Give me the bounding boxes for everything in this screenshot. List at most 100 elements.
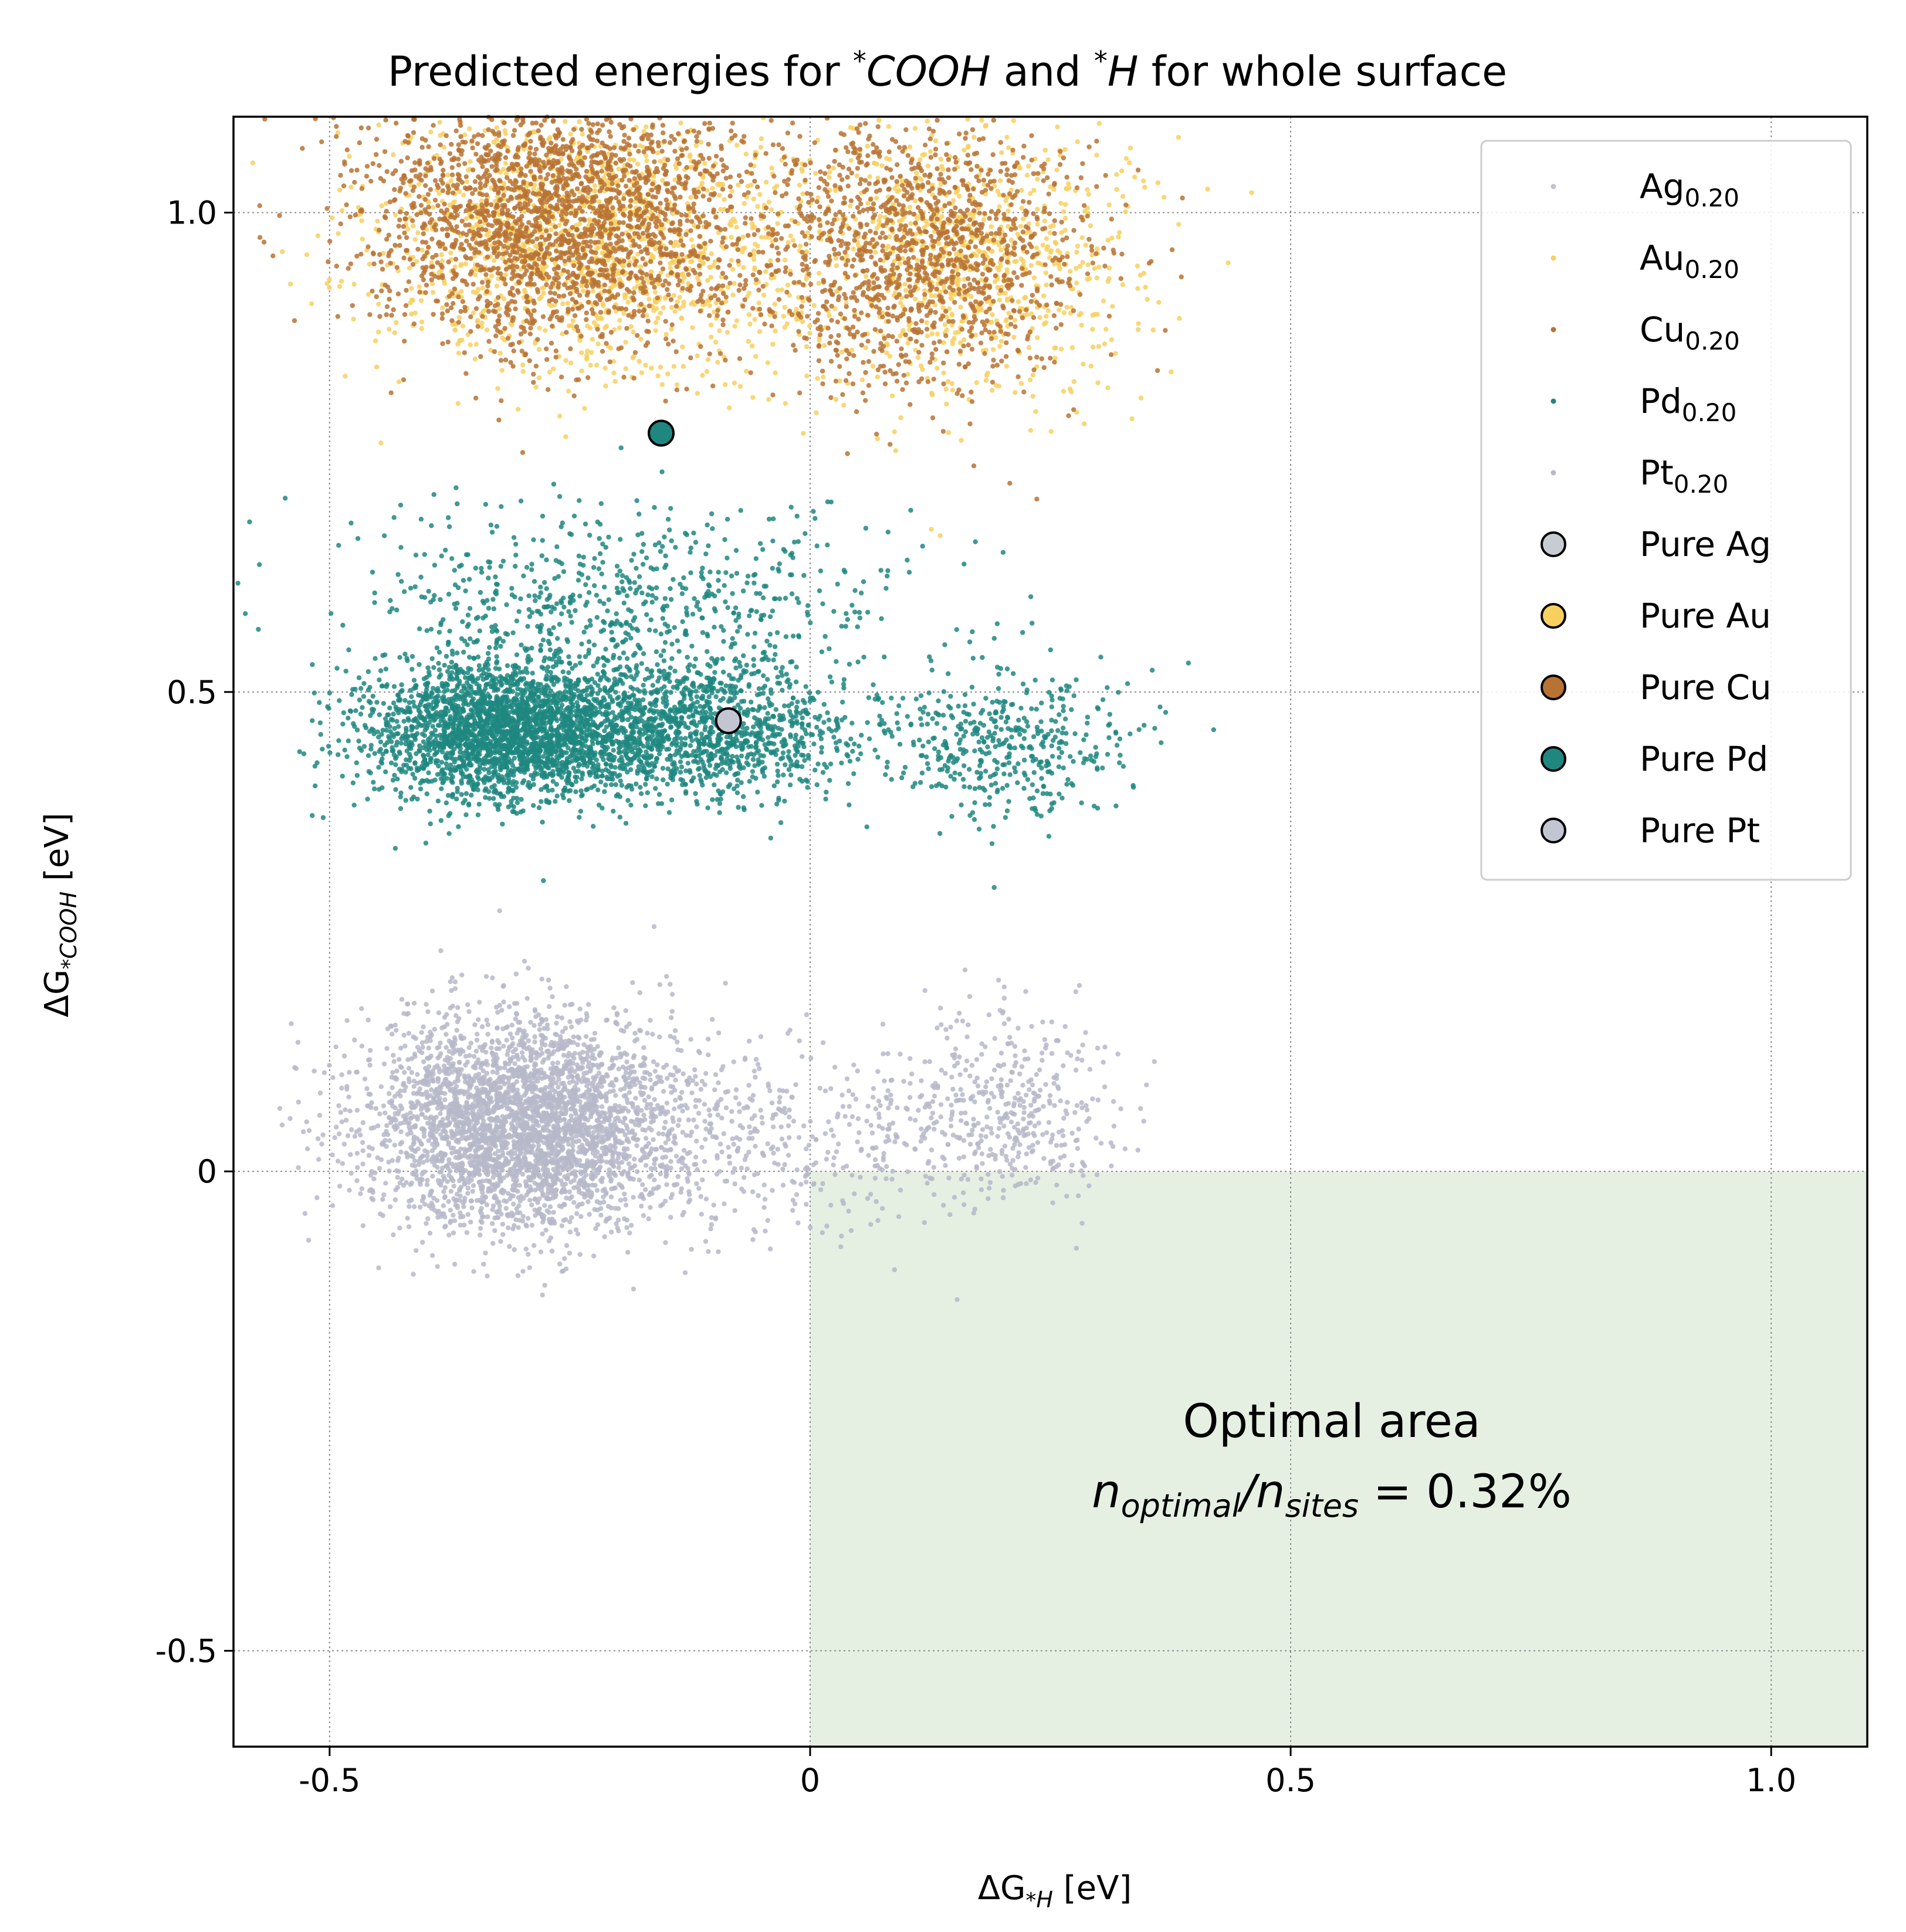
data-point: [475, 318, 480, 323]
data-point: [773, 238, 778, 242]
data-point: [534, 263, 539, 267]
data-point: [950, 381, 954, 386]
data-point: [800, 169, 804, 174]
data-point: [1048, 356, 1052, 361]
data-point: [776, 143, 781, 147]
data-point: [508, 232, 513, 236]
data-point: [742, 134, 746, 138]
data-point: [417, 158, 422, 163]
data-point: [424, 240, 428, 245]
data-point: [615, 292, 620, 297]
data-point: [459, 309, 463, 314]
data-point: [498, 272, 503, 276]
data-point: [539, 123, 543, 127]
data-point: [486, 309, 491, 314]
data-point: [725, 330, 730, 335]
data-point: [513, 219, 517, 224]
data-point: [666, 293, 671, 297]
data-point: [676, 259, 681, 263]
data-point: [695, 299, 700, 304]
data-point: [396, 292, 401, 296]
data-point: [397, 243, 402, 248]
data-point: [517, 194, 522, 198]
data-point: [1021, 229, 1025, 234]
data-point: [483, 183, 487, 188]
data-point: [962, 284, 967, 289]
data-point: [521, 179, 526, 184]
data-point: [1094, 251, 1098, 256]
data-point: [453, 229, 458, 233]
data-point: [676, 243, 681, 248]
data-point: [270, 253, 275, 258]
data-point: [258, 235, 262, 240]
data-point: [401, 224, 406, 229]
data-point: [456, 148, 461, 153]
data-point: [648, 273, 653, 278]
data-point: [537, 256, 541, 261]
data-point: [382, 149, 387, 154]
data-point: [720, 283, 725, 288]
data-point: [371, 161, 375, 166]
data-point: [673, 253, 678, 258]
data-point: [675, 210, 679, 215]
data-point: [700, 373, 705, 378]
data-point: [440, 316, 445, 321]
data-point: [1094, 152, 1099, 157]
data-point: [773, 301, 777, 306]
data-point: [646, 234, 651, 239]
data-point: [707, 156, 712, 161]
data-point: [1062, 262, 1067, 266]
data-point: [653, 246, 658, 251]
data-point: [909, 157, 914, 162]
data-point: [478, 191, 482, 196]
data-point: [1030, 158, 1034, 162]
data-point: [456, 294, 461, 299]
data-point: [522, 329, 527, 334]
data-point: [495, 284, 499, 289]
data-point: [969, 389, 973, 394]
data-point: [458, 123, 463, 128]
data-point: [624, 366, 628, 371]
data-point: [707, 121, 712, 126]
data-point: [598, 310, 603, 314]
data-point: [671, 338, 675, 343]
data-point: [852, 308, 856, 313]
data-point: [404, 211, 409, 216]
data-point: [991, 238, 996, 242]
data-point: [793, 219, 797, 224]
data-point: [584, 284, 589, 289]
data-point: [445, 190, 450, 195]
data-point: [629, 225, 634, 229]
data-point: [706, 357, 710, 362]
data-point: [635, 333, 639, 338]
data-point: [550, 164, 555, 169]
data-point: [675, 156, 680, 161]
data-point: [895, 339, 899, 344]
data-point: [720, 187, 725, 192]
data-point: [706, 142, 710, 147]
data-point: [751, 273, 756, 277]
data-point: [423, 174, 428, 178]
data-point: [1023, 295, 1028, 300]
data-point: [658, 159, 663, 164]
data-point: [834, 256, 838, 261]
data-point: [584, 279, 588, 284]
data-point: [324, 206, 329, 211]
data-point: [468, 256, 473, 261]
data-point: [439, 208, 444, 213]
data-point: [524, 299, 529, 304]
data-point: [697, 263, 702, 268]
data-point: [637, 309, 641, 313]
data-point: [683, 180, 688, 185]
data-point: [512, 128, 517, 133]
data-point: [519, 167, 523, 171]
data-point: [534, 364, 539, 368]
data-point: [755, 243, 760, 248]
data-point: [567, 257, 571, 262]
data-point: [752, 232, 757, 237]
data-point: [1028, 428, 1033, 433]
data-point: [944, 402, 949, 406]
data-point: [1004, 135, 1009, 140]
data-point: [844, 145, 848, 150]
data-point: [701, 213, 706, 218]
